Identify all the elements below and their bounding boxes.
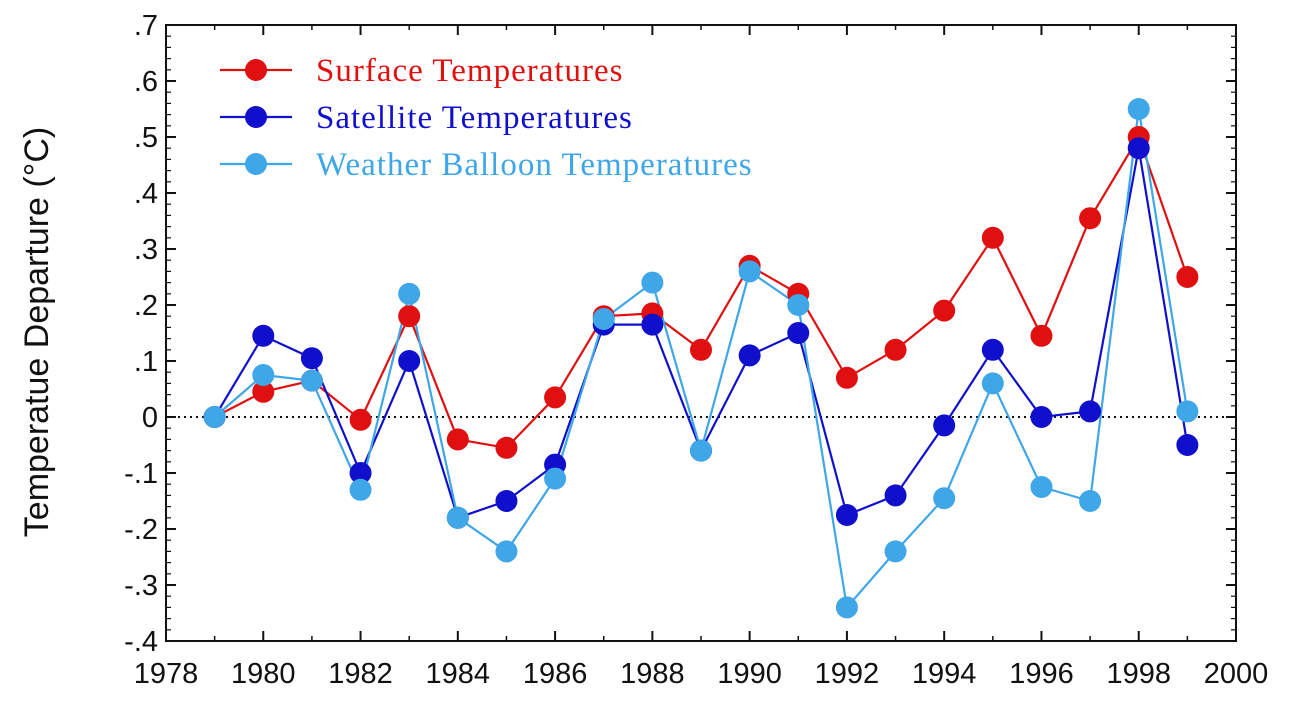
- data-point: [446, 428, 469, 451]
- data-point: [884, 484, 907, 507]
- data-point: [835, 596, 858, 619]
- data-point: [641, 313, 664, 336]
- data-point: [398, 350, 421, 372]
- data-point: [981, 338, 1004, 361]
- data-point: [1127, 137, 1150, 160]
- x-tick-label: 1998: [1106, 658, 1171, 690]
- data-point: [495, 540, 518, 563]
- x-ticks: 1978 1980 1982 1984 1986 1988 1990 1992 1994 1996…: [134, 25, 1269, 690]
- y-tick-label: .2: [134, 290, 158, 322]
- data-point: [787, 322, 810, 344]
- data-point: [1030, 476, 1053, 498]
- x-tick-label: 1980: [231, 658, 296, 690]
- data-point: [252, 380, 275, 403]
- data-point: [544, 386, 567, 409]
- plot-area: [165, 24, 1237, 642]
- x-tick-label: 1990: [717, 658, 782, 690]
- data-point: [690, 439, 712, 462]
- y-tick-label: -.4: [124, 626, 158, 658]
- data-point: [835, 366, 858, 389]
- x-tick-label: 1982: [328, 658, 393, 690]
- data-point: [252, 364, 275, 386]
- y-tick-label: .6: [134, 66, 158, 98]
- y-tick-label: -.1: [124, 458, 158, 490]
- data-point: [252, 324, 275, 347]
- y-ticks: -.4 -.3 -.2 -.1 0 .1 .2 .3 .4 .5 .6 .7: [124, 10, 1236, 658]
- legend-label: Satellite Temperatures: [316, 100, 633, 136]
- data-point: [738, 344, 761, 367]
- x-tick-label: 2000: [1204, 658, 1269, 690]
- data-point: [1176, 434, 1199, 456]
- y-tick-label: -.2: [124, 514, 158, 546]
- legend-marker: [245, 153, 267, 175]
- legend-marker: [245, 106, 267, 128]
- data-point: [592, 308, 615, 330]
- data-point: [1127, 98, 1150, 120]
- data-point: [398, 305, 421, 328]
- data-point: [690, 338, 712, 361]
- data-point: [1176, 266, 1199, 288]
- data-point: [1079, 400, 1102, 423]
- data-point: [1030, 406, 1053, 428]
- y-tick-label: .7: [134, 10, 158, 42]
- data-point: [349, 478, 372, 501]
- data-point: [1079, 490, 1102, 512]
- data-point: [544, 467, 567, 490]
- legend: Surface Temperatures Satellite Temperatur…: [220, 53, 753, 183]
- y-tick-label: .1: [134, 346, 158, 378]
- series-layer: [203, 98, 1199, 619]
- y-tick-label: .3: [134, 234, 158, 266]
- x-tick-label: 1984: [426, 658, 491, 690]
- data-point: [349, 462, 372, 484]
- data-point: [981, 226, 1004, 249]
- y-tick-label: 0: [142, 402, 158, 434]
- x-tick-label: 1986: [523, 658, 588, 690]
- data-point: [884, 540, 907, 563]
- y-tick-label: .5: [134, 122, 158, 154]
- x-tick-label: 1988: [620, 658, 685, 690]
- data-point: [495, 490, 518, 512]
- y-tick-label: -.3: [124, 570, 158, 602]
- data-point: [1079, 207, 1102, 230]
- data-point: [641, 271, 664, 294]
- legend-label: Weather Balloon Temperatures: [316, 147, 753, 183]
- data-point: [835, 504, 858, 526]
- data-point: [300, 369, 323, 392]
- x-tick-label: 1992: [815, 658, 880, 690]
- data-point: [933, 414, 956, 437]
- data-point: [787, 294, 810, 316]
- x-tick-label: 1994: [912, 658, 977, 690]
- data-point: [495, 436, 518, 459]
- data-point: [203, 406, 226, 428]
- data-point: [738, 260, 761, 283]
- data-point: [349, 408, 372, 431]
- data-point: [300, 347, 323, 370]
- legend-marker: [245, 59, 267, 81]
- data-point: [1030, 324, 1053, 347]
- data-point: [981, 372, 1004, 395]
- y-axis-label: Temperatue Departure (°C): [18, 127, 56, 537]
- data-point: [933, 299, 956, 322]
- data-point: [446, 506, 469, 529]
- data-point: [1176, 400, 1199, 423]
- y-tick-label: .4: [134, 178, 158, 210]
- legend-label: Surface Temperatures: [316, 53, 624, 89]
- x-tick-label: 1996: [1009, 658, 1074, 690]
- x-tick-label: 1978: [134, 658, 199, 690]
- data-point: [398, 282, 421, 305]
- data-point: [884, 338, 907, 361]
- data-point: [933, 487, 956, 510]
